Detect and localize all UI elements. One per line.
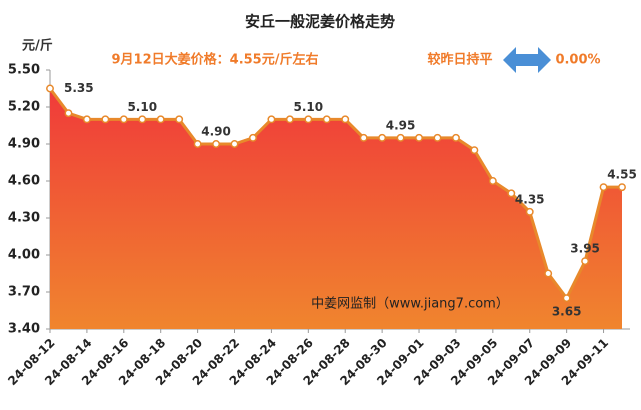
point — [433, 133, 442, 142]
value-label: 5.10 — [294, 100, 324, 114]
y-tick-label: 4.00 — [8, 248, 40, 263]
y-tick-label: 4.30 — [8, 211, 40, 226]
area — [50, 88, 622, 329]
y-tick-label: 3.40 — [8, 322, 40, 337]
point — [267, 115, 276, 124]
point — [175, 115, 184, 124]
change-percent: 0.00% — [555, 53, 600, 68]
point — [544, 269, 553, 278]
value-label: 4.55 — [607, 168, 637, 182]
point — [562, 294, 571, 303]
value-label: 3.65 — [552, 305, 582, 319]
point — [212, 140, 221, 148]
point — [470, 146, 479, 155]
y-tick-label: 5.50 — [8, 63, 40, 78]
y-tick-label: 4.90 — [8, 137, 40, 152]
point — [341, 115, 350, 124]
value-label: 4.90 — [201, 125, 231, 139]
plot-area: 3.403.704.004.304.604.905.205.5024-08-12… — [5, 63, 637, 389]
point — [82, 115, 91, 124]
point — [249, 133, 257, 142]
point — [396, 133, 405, 142]
watermark: 中姜网监制（www.jiang7.com） — [311, 297, 509, 312]
point — [138, 115, 147, 124]
value-label: 4.95 — [386, 118, 416, 132]
point — [581, 257, 590, 266]
point — [119, 115, 128, 124]
value-label: 4.35 — [515, 192, 545, 206]
point — [525, 207, 534, 216]
point — [101, 115, 110, 124]
point — [230, 140, 239, 148]
chart-title: 安丘一般泥姜价格走势 — [245, 13, 395, 31]
point — [618, 183, 626, 192]
flat-arrow-icon — [503, 47, 551, 73]
y-axis-label: 元/斤 — [22, 38, 53, 54]
point — [599, 183, 608, 192]
y-tick-label: 5.20 — [8, 100, 40, 115]
price-annotation: 9月12日大姜价格：4.55元/斤左右 — [112, 52, 319, 68]
point — [46, 84, 54, 93]
value-label: 3.95 — [570, 242, 600, 256]
point — [193, 140, 202, 148]
point — [451, 133, 460, 142]
point — [507, 189, 516, 198]
point — [359, 133, 368, 142]
y-tick-label: 3.70 — [8, 285, 40, 300]
change-annotation: 较昨日持平 — [427, 52, 492, 68]
point — [415, 133, 423, 142]
value-label: 5.10 — [127, 100, 157, 114]
point — [378, 133, 387, 142]
point — [304, 115, 313, 124]
value-label: 5.35 — [64, 81, 94, 95]
point — [322, 115, 331, 124]
y-tick-label: 4.60 — [8, 174, 40, 189]
point — [156, 115, 165, 124]
point — [488, 177, 497, 185]
point — [285, 115, 294, 124]
point — [64, 109, 73, 118]
